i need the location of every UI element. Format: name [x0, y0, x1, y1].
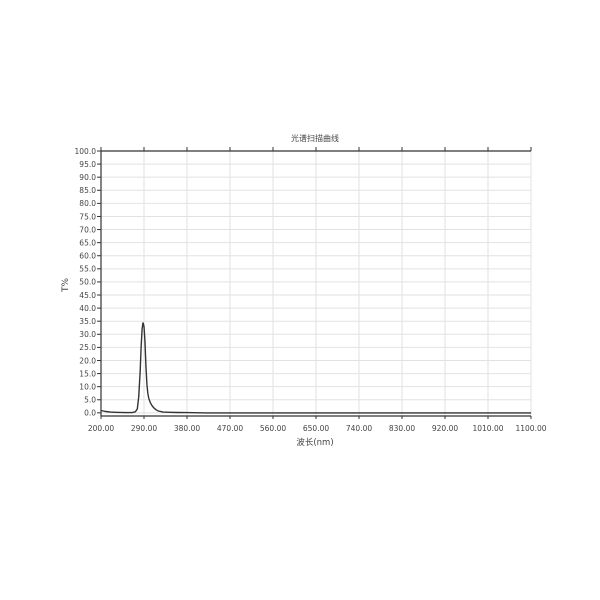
x-tick-label: 1100.00: [515, 424, 546, 433]
y-tick-label: 50.0: [79, 278, 96, 287]
y-tick-label: 15.0: [79, 369, 96, 378]
y-tick-label: 60.0: [79, 252, 96, 261]
y-tick-label: 95.0: [79, 160, 96, 169]
x-tick-label: 200.00: [88, 424, 114, 433]
axes: [97, 147, 532, 419]
grid: [100, 150, 532, 416]
y-tick-label: 30.0: [79, 330, 96, 339]
y-tick-label: 55.0: [79, 265, 96, 274]
y-tick-label: 0.0: [84, 409, 96, 418]
x-tick-label: 380.00: [174, 424, 200, 433]
x-tick-label: 920.00: [432, 424, 458, 433]
y-tick-label: 40.0: [79, 304, 96, 313]
chart-title: 光谱扫描曲线: [291, 133, 339, 143]
series-line: [100, 322, 531, 414]
x-tick-label: 650.00: [303, 424, 329, 433]
x-tick-label: 1010.00: [472, 424, 503, 433]
y-axis-label: T%: [61, 278, 71, 293]
y-tick-label: 70.0: [79, 225, 96, 234]
x-tick-label: 830.00: [389, 424, 415, 433]
x-tick-label: 560.00: [260, 424, 286, 433]
x-tick-labels: 200.00 290.00 380.00 470.00 560.00 650.00 740.…: [88, 424, 547, 433]
y-tick-label: 75.0: [79, 212, 96, 221]
y-tick-label: 85.0: [79, 186, 96, 195]
x-axis-label: 波长(nm): [296, 437, 333, 448]
y-tick-label: 45.0: [79, 291, 96, 300]
y-tick-labels: 0.0 5.0 10.0 15.0 20.0 25.0 30.0 35.0 40.0 45.0 50…: [75, 147, 97, 418]
y-tick-label: 20.0: [79, 356, 96, 365]
x-tick-label: 290.00: [131, 424, 157, 433]
x-tick-label: 470.00: [217, 424, 243, 433]
y-tick-label: 10.0: [79, 382, 96, 391]
y-tick-label: 35.0: [79, 317, 96, 326]
y-tick-label: 65.0: [79, 238, 96, 247]
y-tick-label: 100.0: [75, 147, 97, 156]
x-tick-label: 740.00: [346, 424, 372, 433]
y-tick-label: 80.0: [79, 199, 96, 208]
y-tick-label: 25.0: [79, 343, 96, 352]
y-tick-label: 90.0: [79, 173, 96, 182]
y-tick-label: 5.0: [84, 396, 96, 405]
